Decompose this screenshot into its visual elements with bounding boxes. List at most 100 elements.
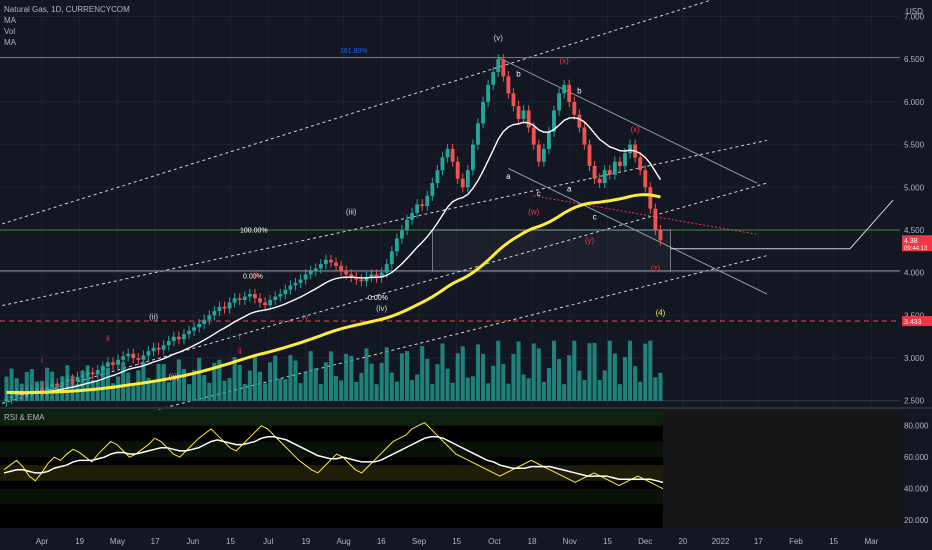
candle-body [161, 345, 166, 350]
candle-body [19, 393, 24, 396]
volume-bar [268, 362, 273, 401]
volume-bar [222, 380, 227, 401]
candle-body [486, 84, 491, 102]
channel-bottom [508, 168, 768, 295]
candle-body [298, 279, 303, 283]
wave-label: (x) [559, 56, 569, 65]
candle-body [511, 93, 516, 107]
rsi-title: RSI & EMA [4, 413, 45, 422]
time-tick-label: 18 [528, 537, 537, 546]
wave-label: (x) [630, 125, 640, 134]
candle-body [293, 282, 298, 286]
time-tick-label: Sep [412, 537, 427, 546]
candle-body [70, 379, 75, 382]
volume-bar [339, 380, 344, 401]
volume-bar [587, 343, 592, 401]
indicator-ma-1[interactable]: MA [4, 16, 16, 25]
price-tag [902, 235, 932, 252]
volume-bar [202, 375, 207, 401]
candle-body [227, 302, 232, 309]
candle-body [354, 276, 359, 280]
time-tick-label: 15 [226, 537, 235, 546]
wave-label: (iv) [376, 304, 387, 313]
candle-body [541, 148, 546, 162]
candle-body [389, 251, 394, 265]
candle-body [222, 306, 227, 309]
volume-bar [501, 364, 506, 401]
indicator-ma-2[interactable]: MA [4, 38, 16, 47]
candle-body [394, 238, 399, 252]
symbol-title[interactable]: Natural Gas, 1D, CURRENCYCOM [4, 5, 130, 14]
volume-bar [399, 353, 404, 401]
candle-body [65, 379, 70, 382]
volume-bar [308, 351, 313, 401]
candle-body [384, 264, 389, 273]
volume-bar [151, 382, 156, 401]
volume-bar [354, 381, 359, 401]
candle-body [587, 144, 592, 166]
volume-bar [541, 381, 546, 401]
volume-bar [450, 382, 455, 401]
candle-body [481, 101, 485, 124]
volume-bar [105, 367, 110, 401]
channel-top [498, 57, 757, 184]
volume-bar [212, 362, 217, 401]
volume-bar [283, 379, 288, 401]
price-tag-countdown: 09:44:13 [904, 246, 928, 252]
volume-bar [425, 358, 430, 401]
candle-body [349, 274, 354, 277]
volume-bar [597, 379, 602, 401]
candle-body [197, 323, 202, 328]
volume-bar [141, 361, 146, 401]
candle-body [303, 274, 308, 280]
candle-body [577, 114, 582, 128]
candle-body [141, 355, 146, 360]
time-tick-label: 17 [151, 537, 160, 546]
indicator-vol[interactable]: Vol [4, 27, 16, 36]
volume-bar [293, 360, 298, 401]
candle-body [359, 279, 364, 282]
volume-bar [410, 380, 415, 401]
candle-body [217, 306, 222, 312]
candle-body [379, 272, 384, 278]
time-axis[interactable]: Apr 19 May 17 Jun 15 Jul 19 Aug 16 Sep 15 Oct 18 Nov 15… [36, 537, 879, 546]
rsi-tick-label: 40.000 [904, 485, 929, 494]
volume-bar [4, 376, 9, 401]
volume-bar [460, 346, 465, 401]
volume-bar [607, 340, 612, 401]
candle-body [597, 178, 602, 184]
candle-body [268, 299, 273, 306]
candle-body [531, 127, 536, 145]
candle-body [212, 311, 217, 316]
volume-bar [207, 382, 212, 401]
wave-label: iv [303, 313, 309, 322]
candle-body [182, 334, 186, 340]
candle-body [35, 388, 39, 391]
volume-bar [126, 372, 131, 401]
candle-body [247, 294, 252, 297]
candle-body [496, 59, 501, 73]
volume-bar [9, 368, 14, 401]
time-tick-label: 15 [452, 537, 461, 546]
candle-body [176, 336, 181, 340]
candle-body [121, 356, 126, 360]
candle-body [278, 294, 283, 297]
price-tick-label: 4.000 [904, 269, 925, 278]
price-tag-label: 3.433 [904, 319, 922, 326]
time-tick-label: Nov [563, 537, 577, 546]
volume-bar [643, 343, 648, 401]
candle-body [146, 351, 151, 356]
volume-bar [551, 340, 557, 401]
candle-body [516, 106, 521, 119]
candle-body [80, 375, 85, 377]
volume-bar [197, 357, 202, 401]
currency-label: USD [906, 7, 923, 16]
volume-bar [232, 357, 237, 401]
volume-bar [364, 348, 369, 401]
wave-label: ii [106, 334, 110, 343]
volume-bar [217, 359, 222, 401]
volume-bar [374, 384, 379, 401]
volume-bar [420, 346, 425, 401]
